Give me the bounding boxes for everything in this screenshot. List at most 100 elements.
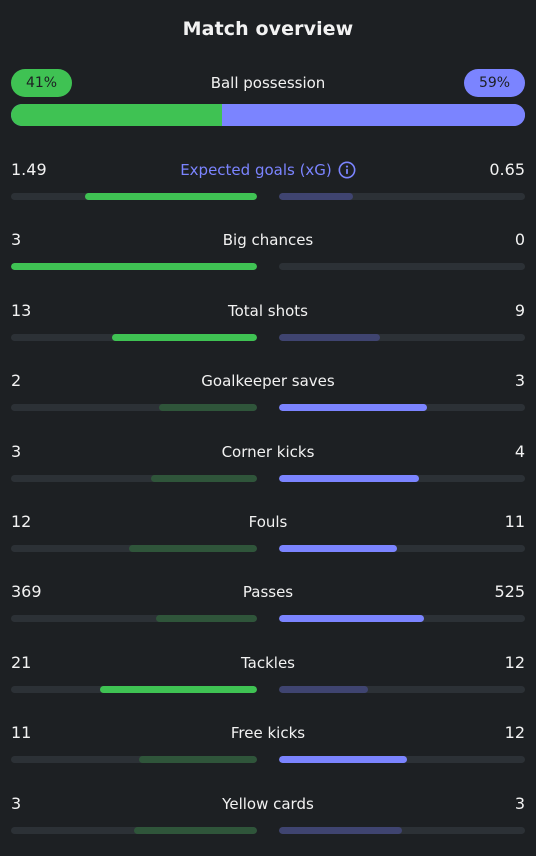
stat-label: Fouls xyxy=(101,511,435,533)
home-value: 3 xyxy=(11,230,22,249)
info-icon[interactable] xyxy=(338,161,356,179)
home-bar-fill xyxy=(159,404,257,411)
away-value: 4 xyxy=(514,442,525,461)
stat-header: 369 Passes 525 xyxy=(11,581,525,603)
stat-header: 3 Yellow cards 3 xyxy=(11,793,525,815)
stat-label: Corner kicks xyxy=(101,441,435,463)
away-bar-track xyxy=(279,404,525,411)
away-value: 11 xyxy=(504,512,525,531)
home-bar-fill xyxy=(129,545,257,552)
away-bar-fill xyxy=(279,756,407,763)
home-bar-track xyxy=(11,686,257,693)
home-bar-fill xyxy=(139,756,257,763)
stat-label: Passes xyxy=(101,581,435,603)
stat-row-fouls: 12 Fouls 11 xyxy=(11,511,525,559)
stat-label-text: Passes xyxy=(242,583,294,601)
home-bar-fill xyxy=(11,263,257,270)
away-bar-track xyxy=(279,263,525,270)
stat-label-text: Expected goals (xG) xyxy=(180,161,332,179)
stat-label: Total shots xyxy=(101,300,435,322)
home-value: 1.49 xyxy=(11,160,47,179)
stat-row-total-shots: 13 Total shots 9 xyxy=(11,300,525,348)
possession-bar-home xyxy=(11,104,222,126)
home-value: 3 xyxy=(11,442,22,461)
away-value: 3 xyxy=(514,371,525,390)
away-bar-track xyxy=(279,334,525,341)
stat-label-text: Tackles xyxy=(240,654,296,672)
stat-row-free-kicks: 11 Free kicks 12 xyxy=(11,722,525,770)
stat-label: Free kicks xyxy=(101,722,435,744)
away-bar-track xyxy=(279,756,525,763)
home-value: 11 xyxy=(11,723,32,742)
home-bar-fill xyxy=(112,334,257,341)
away-bar-track xyxy=(279,193,525,200)
home-bar-fill xyxy=(151,475,257,482)
stat-label-text: Corner kicks xyxy=(221,443,315,461)
stat-label[interactable]: Expected goals (xG) xyxy=(101,159,435,181)
stat-row-goalkeeper-saves: 2 Goalkeeper saves 3 xyxy=(11,370,525,418)
away-bar-fill xyxy=(279,545,397,552)
stat-label-text: Big chances xyxy=(222,231,314,249)
home-bar-track xyxy=(11,193,257,200)
away-bar-fill xyxy=(279,404,427,411)
away-value: 12 xyxy=(504,723,525,742)
home-value: 13 xyxy=(11,301,32,320)
home-possession-badge: 41% xyxy=(11,69,72,97)
stat-header: 11 Free kicks 12 xyxy=(11,722,525,744)
away-value: 12 xyxy=(504,653,525,672)
stat-row-tackles: 21 Tackles 12 xyxy=(11,652,525,700)
home-value: 2 xyxy=(11,371,22,390)
stat-row-expected-goals-xg: 1.49 Expected goals (xG) 0.65 xyxy=(11,159,525,207)
stat-header: 2 Goalkeeper saves 3 xyxy=(11,370,525,392)
away-bar-track xyxy=(279,615,525,622)
home-value: 369 xyxy=(11,582,42,601)
away-bar-fill xyxy=(279,686,368,693)
away-value: 0.65 xyxy=(489,160,525,179)
away-bar-track xyxy=(279,686,525,693)
stat-row-big-chances: 3 Big chances 0 xyxy=(11,229,525,277)
home-bar-fill xyxy=(156,615,257,622)
stat-header: 1.49 Expected goals (xG) 0.65 xyxy=(11,159,525,181)
stat-label: Yellow cards xyxy=(101,793,435,815)
home-bar-track xyxy=(11,827,257,834)
away-bar-fill xyxy=(279,615,424,622)
possession-bar-away xyxy=(222,104,525,126)
away-value: 9 xyxy=(514,301,525,320)
stat-label-text: Fouls xyxy=(248,513,288,531)
home-bar-fill xyxy=(134,827,257,834)
home-bar-track xyxy=(11,263,257,270)
possession-bar xyxy=(11,104,525,126)
home-value: 21 xyxy=(11,653,32,672)
possession-header: 41% Ball possession 59% xyxy=(11,69,525,97)
home-bar-track xyxy=(11,404,257,411)
stat-header: 3 Corner kicks 4 xyxy=(11,441,525,463)
away-value: 525 xyxy=(494,582,525,601)
home-bar-track xyxy=(11,756,257,763)
away-bar-fill xyxy=(279,475,419,482)
stat-header: 3 Big chances 0 xyxy=(11,229,525,251)
stat-label-text: Total shots xyxy=(228,302,308,320)
home-bar-fill xyxy=(85,193,257,200)
page-title: Match overview xyxy=(182,18,354,40)
stat-header: 13 Total shots 9 xyxy=(11,300,525,322)
away-bar-fill xyxy=(279,334,380,341)
stat-label: Tackles xyxy=(101,652,435,674)
away-bar-fill xyxy=(279,193,353,200)
away-bar-track xyxy=(279,827,525,834)
home-bar-track xyxy=(11,545,257,552)
stat-label-text: Free kicks xyxy=(230,724,306,742)
away-value: 3 xyxy=(514,794,525,813)
home-bar-track xyxy=(11,334,257,341)
home-bar-track xyxy=(11,615,257,622)
home-bar-fill xyxy=(100,686,257,693)
home-value: 3 xyxy=(11,794,22,813)
stat-row-yellow-cards: 3 Yellow cards 3 xyxy=(11,793,525,841)
stat-label: Goalkeeper saves xyxy=(101,370,435,392)
home-bar-track xyxy=(11,475,257,482)
stat-row-corner-kicks: 3 Corner kicks 4 xyxy=(11,441,525,489)
away-possession-badge: 59% xyxy=(464,69,525,97)
away-bar-fill xyxy=(279,827,402,834)
stat-label: Big chances xyxy=(101,229,435,251)
stat-header: 12 Fouls 11 xyxy=(11,511,525,533)
possession-label: Ball possession xyxy=(210,74,326,92)
